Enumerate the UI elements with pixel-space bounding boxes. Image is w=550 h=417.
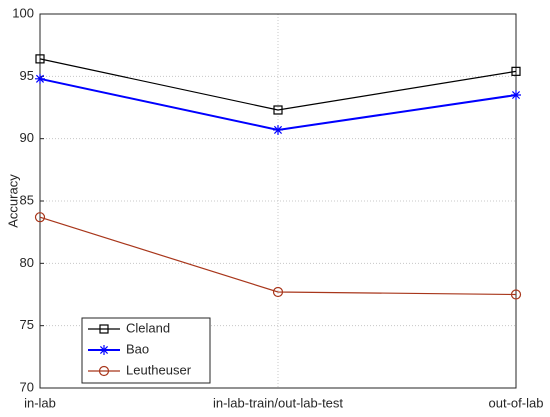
x-tick-label: out-of-lab xyxy=(489,395,544,410)
marker xyxy=(34,212,46,223)
marker xyxy=(99,324,109,334)
y-tick-label: 80 xyxy=(20,255,34,270)
legend: Cleland Bao Leutheuser xyxy=(81,317,211,384)
marker xyxy=(99,345,109,355)
series-line xyxy=(39,216,517,296)
marker xyxy=(272,286,284,298)
marker xyxy=(273,105,283,115)
marker xyxy=(510,289,522,300)
legend-label: Bao xyxy=(126,341,149,356)
legend-label: Cleland xyxy=(126,320,170,335)
y-tick-label: 100 xyxy=(12,5,34,20)
y-tick-label: 90 xyxy=(20,130,34,145)
legend-label: Leutheuser xyxy=(126,362,192,377)
x-tick-label: in-lab xyxy=(24,395,56,410)
y-axis-label: Accuracy xyxy=(5,174,20,228)
series-line xyxy=(39,58,517,111)
y-tick-label: 85 xyxy=(20,192,34,207)
y-tick-label: 70 xyxy=(20,379,34,394)
y-tick-label: 75 xyxy=(20,317,34,332)
marker xyxy=(35,73,45,84)
axes-box xyxy=(39,13,517,389)
y-tick-label: 95 xyxy=(20,68,34,83)
marker xyxy=(98,365,110,377)
marker xyxy=(511,90,521,101)
marker xyxy=(35,54,45,64)
marker xyxy=(511,66,521,76)
x-tick-label: in-lab-train/out-lab-test xyxy=(213,395,343,410)
marker xyxy=(273,124,283,135)
